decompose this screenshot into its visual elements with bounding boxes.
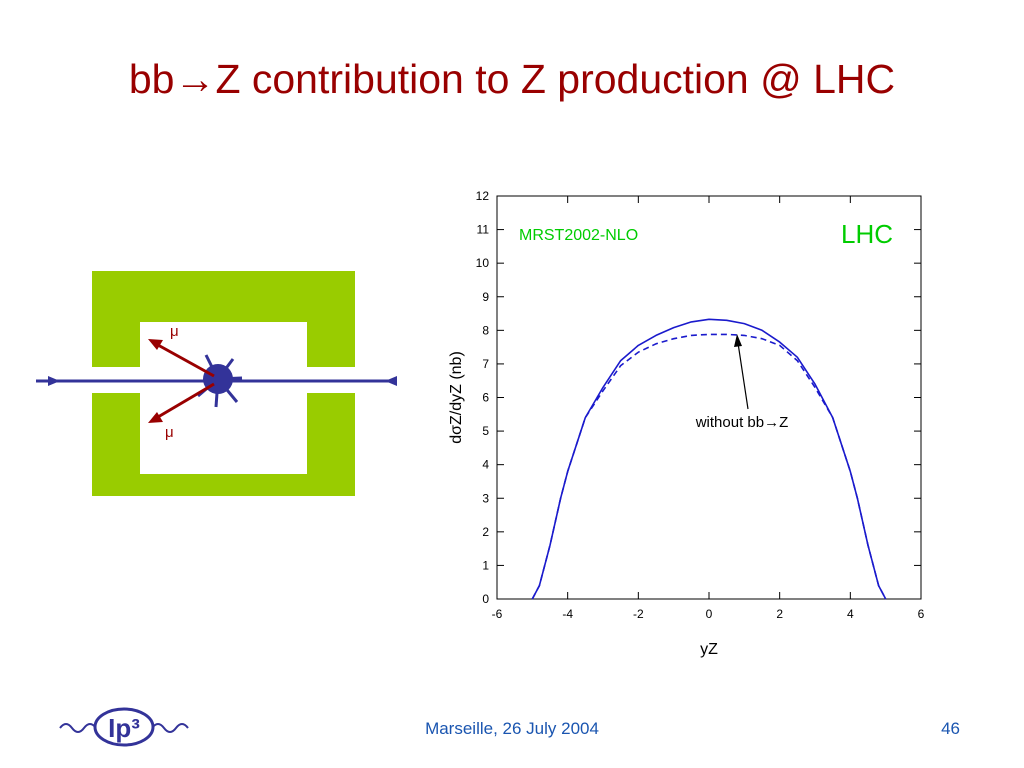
y-tick-label: 0 [482,592,489,606]
series-label: without bb→Z [695,414,789,431]
label-arrow [737,342,749,410]
muon-arrow [148,412,163,423]
y-tick-label: 9 [482,290,489,304]
y-tick-label: 1 [482,558,489,572]
logo: Ip³ [59,707,189,747]
annotation: LHC [841,219,893,249]
y-tick-label: 7 [482,357,489,371]
x-tick-label: -6 [492,607,503,621]
y-tick-label: 4 [482,458,489,472]
beam-arrow [385,376,397,386]
annotation: MRST2002-NLO [519,227,638,244]
y-tick-label: 3 [482,491,489,505]
y-axis-label: dσZ/dyZ (nb) [448,351,465,444]
beam-arrow [48,376,60,386]
x-tick-label: 2 [776,607,783,621]
x-tick-label: 4 [847,607,854,621]
muon-tracks [157,343,215,419]
detector-diagram: μ μ [36,271,397,496]
x-tick-label: 6 [918,607,925,621]
x-tick-label: -4 [562,607,573,621]
plot-frame [496,195,922,600]
footer: Marseille, 26 July 2004 [425,719,599,738]
y-tick-label: 12 [476,189,490,203]
series-line [531,318,887,600]
y-tick-label: 11 [477,223,490,237]
y-tick-label: 10 [476,256,490,270]
x-axis-label: yZ [700,641,718,658]
x-tick-label: 0 [706,607,713,621]
y-tick-label: 8 [482,323,489,337]
page-number: 46 [941,719,960,738]
muon-label: μ [165,424,174,441]
series-line [531,333,887,600]
y-tick-label: 6 [482,391,489,405]
label-arrowhead [734,334,742,347]
muon-label: μ [170,323,179,340]
y-tick-label: 5 [482,424,489,438]
x-tick-label: -2 [633,607,644,621]
muon-arrow [148,339,163,350]
detector-inner [140,322,307,474]
y-tick-label: 2 [482,525,489,539]
logo-text: Ip³ [108,713,140,743]
slide-title: bb→Z contribution to Z production @ LHC [129,56,895,102]
